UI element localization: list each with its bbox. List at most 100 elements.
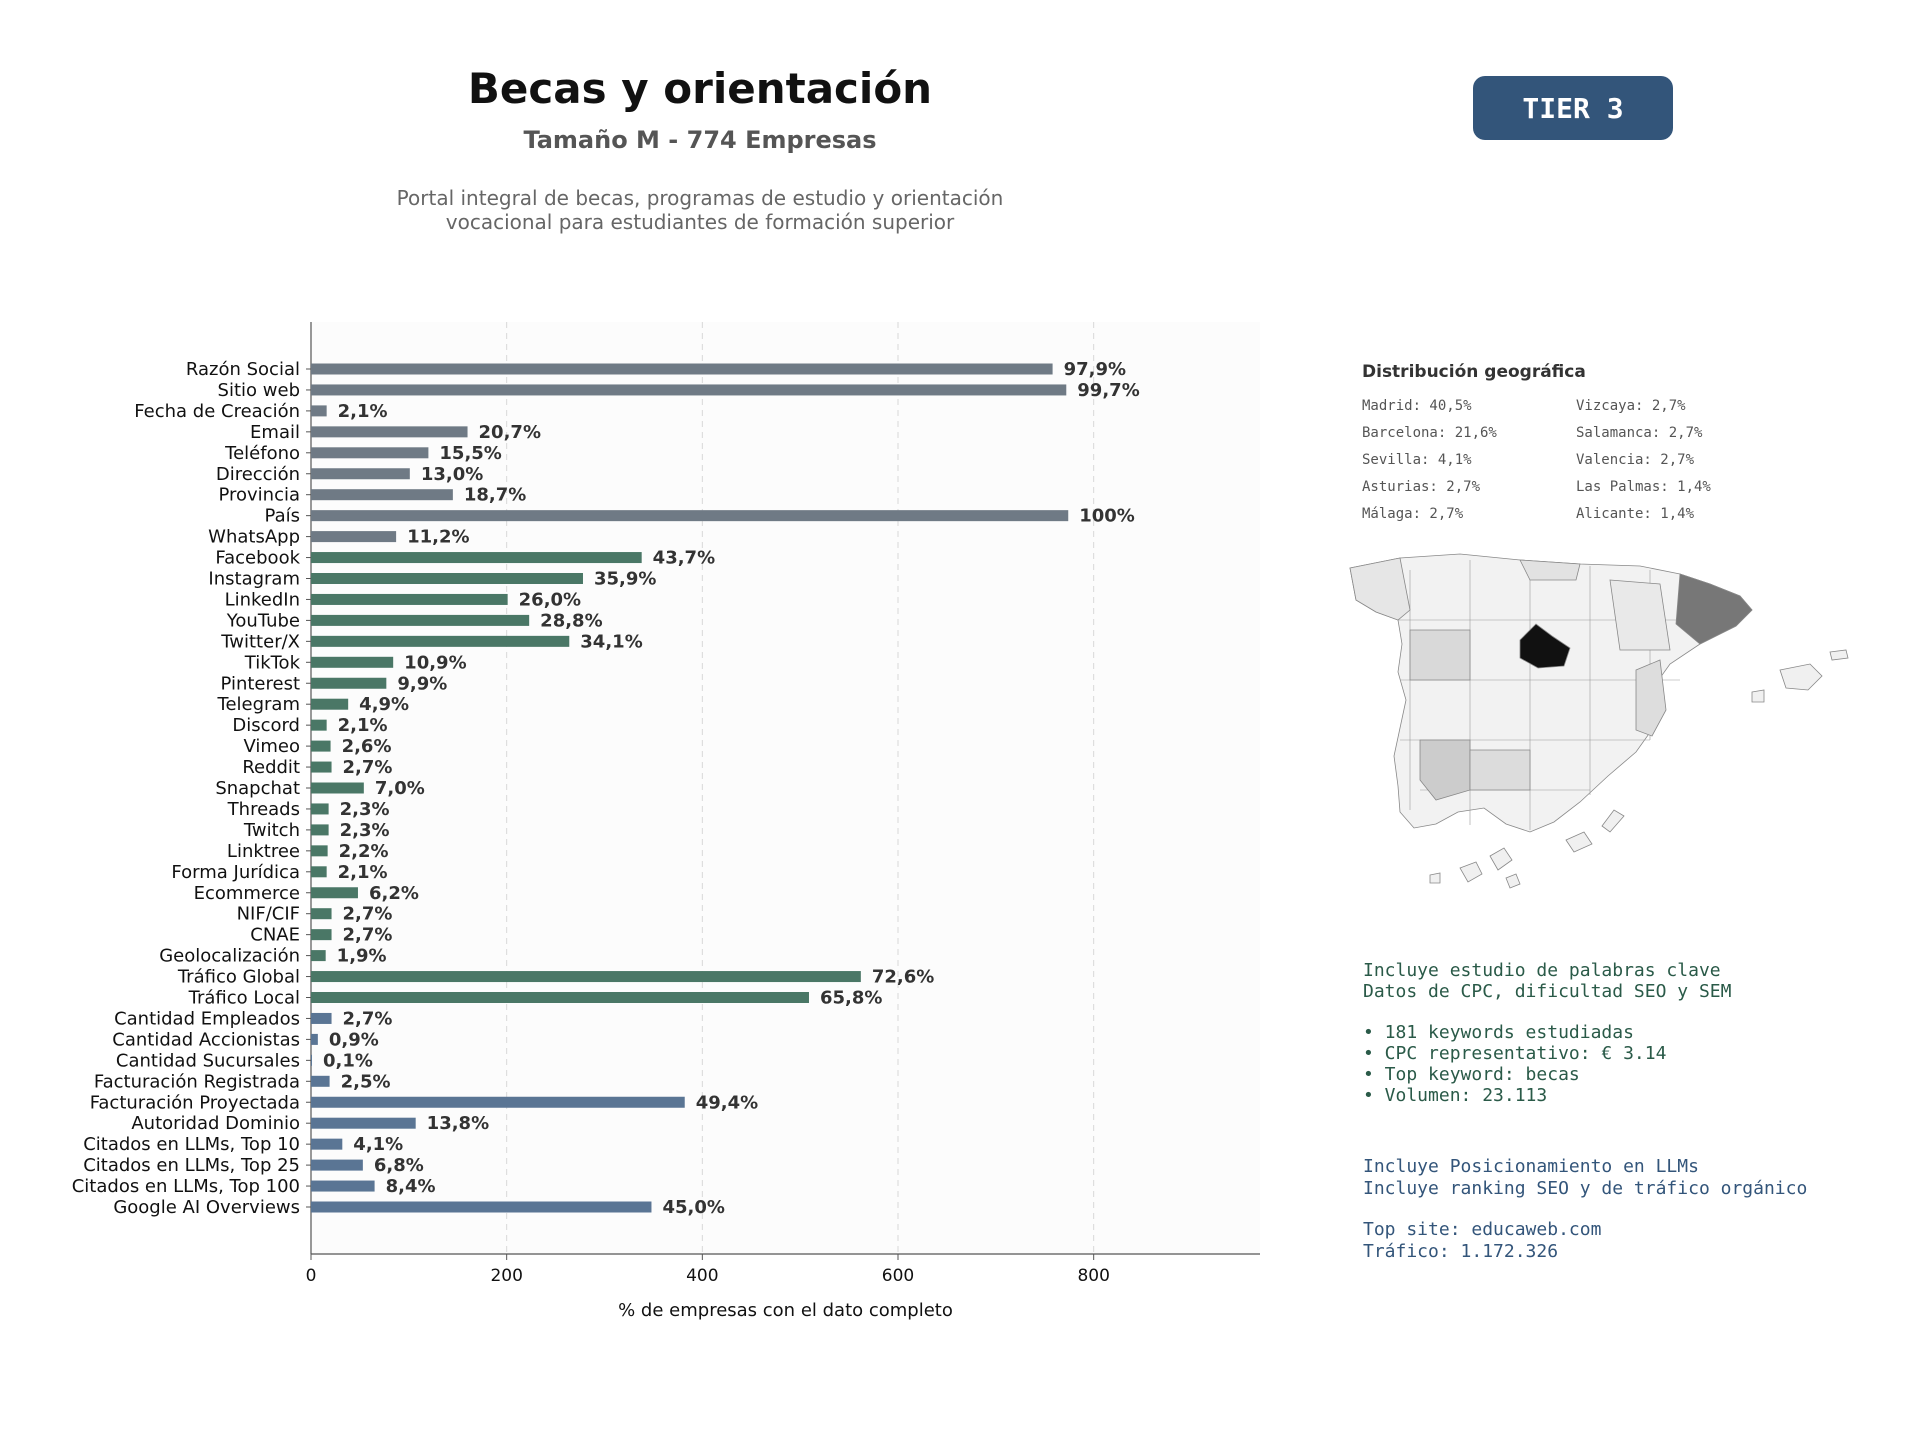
category-label: Autoridad Dominio — [131, 1113, 300, 1134]
value-label: 4,9% — [359, 694, 409, 715]
value-label: 6,2% — [369, 883, 419, 904]
bar — [311, 1054, 312, 1066]
keyword-bullet: • 181 keywords estudiadas — [1363, 1022, 1634, 1043]
bar — [311, 866, 327, 878]
bar — [311, 824, 329, 836]
bar — [311, 971, 861, 983]
keywords-line-1: Incluye estudio de palabras clave — [1363, 960, 1721, 981]
category-label: Instagram — [208, 569, 300, 590]
map-balearic-ibiza — [1751, 689, 1765, 703]
category-label: Google AI Overviews — [113, 1197, 300, 1218]
value-label: 18,7% — [464, 485, 526, 506]
keywords-block: Incluye estudio de palabras clave Datos d… — [1363, 960, 1731, 1106]
map-canary-5 — [1565, 831, 1593, 853]
value-label: 2,7% — [343, 904, 393, 925]
category-label: Ecommerce — [194, 883, 300, 904]
map-balearic-mallorca — [1779, 663, 1823, 691]
bar — [311, 761, 332, 773]
keyword-bullet: • Volumen: 23.113 — [1363, 1085, 1548, 1106]
bar — [311, 593, 508, 605]
map-canary-4 — [1505, 873, 1521, 889]
category-label: Pinterest — [220, 673, 300, 694]
value-label: 10,9% — [404, 652, 466, 673]
page-title: Becas y orientación — [467, 64, 933, 113]
value-label: 35,9% — [594, 569, 656, 590]
value-label: 6,8% — [374, 1155, 424, 1176]
value-label: 97,9% — [1064, 359, 1126, 380]
category-label: LinkedIn — [225, 589, 300, 610]
bar — [311, 677, 387, 689]
category-label: Twitter/X — [220, 631, 300, 652]
category-label: Facturación Registrada — [94, 1071, 300, 1092]
map-region-andalusia-east — [1469, 749, 1531, 791]
value-label: 2,1% — [338, 401, 388, 422]
value-label: 7,0% — [375, 778, 425, 799]
category-label: Discord — [232, 715, 300, 736]
map-region-galicia — [1349, 557, 1411, 621]
bar — [311, 510, 1069, 522]
map-region-aragon — [1609, 579, 1671, 651]
map-region-andalusia — [1419, 739, 1471, 801]
bar — [311, 426, 468, 438]
spain-map — [1349, 553, 1849, 889]
bar — [311, 573, 583, 584]
keyword-bullet: • CPC representativo: € 3.14 — [1363, 1043, 1667, 1064]
value-label: 20,7% — [479, 422, 541, 443]
value-label: 2,3% — [340, 799, 390, 820]
top-site: Top site: educaweb.com — [1363, 1219, 1602, 1240]
x-tick-label: 800 — [1077, 1266, 1109, 1286]
map-balearic-menorca — [1829, 649, 1849, 661]
tier-badge: TIER 3 — [1473, 76, 1673, 140]
category-label: Citados en LLMs, Top 100 — [72, 1176, 300, 1197]
value-label: 15,5% — [439, 443, 501, 464]
category-label: Geolocalización — [159, 946, 300, 967]
value-label: 99,7% — [1077, 380, 1139, 401]
traffic: Tráfico: 1.172.326 — [1363, 1240, 1559, 1262]
value-label: 65,8% — [820, 988, 882, 1009]
value-label: 45,0% — [662, 1197, 724, 1218]
geo-item: Sevilla: 4,1% — [1362, 452, 1472, 468]
value-label: 49,4% — [696, 1092, 758, 1113]
page-description: Portal integral de becas, programas de e… — [0, 186, 1400, 234]
value-label: 0,9% — [329, 1029, 379, 1050]
bar — [311, 845, 328, 857]
category-label: Twitch — [243, 820, 300, 841]
bar — [311, 1180, 375, 1192]
category-label: Teléfono — [224, 443, 300, 464]
bar — [311, 405, 327, 417]
value-label: 2,1% — [338, 715, 388, 736]
category-label: Threads — [227, 799, 300, 820]
category-label: Cantidad Sucursales — [116, 1050, 300, 1071]
llm-block: Incluye Posicionamiento en LLMs Incluye r… — [1363, 1156, 1807, 1262]
bar — [311, 782, 364, 794]
value-label: 1,9% — [337, 946, 387, 967]
value-label: 4,1% — [353, 1134, 403, 1155]
category-label: Reddit — [242, 757, 300, 778]
bar — [311, 992, 809, 1003]
bar — [311, 447, 429, 459]
category-label: WhatsApp — [208, 527, 300, 548]
category-label: Linktree — [227, 841, 300, 862]
category-label: Fecha de Creación — [134, 401, 300, 422]
value-label: 11,2% — [407, 527, 469, 548]
bar — [311, 531, 397, 543]
x-tick-label: 200 — [490, 1266, 522, 1286]
description-line-1: Portal integral de becas, programas de e… — [396, 186, 1004, 210]
category-label: Provincia — [218, 485, 300, 506]
value-label: 13,8% — [427, 1113, 489, 1134]
category-label: Forma Jurídica — [171, 862, 300, 883]
geo-item: Barcelona: 21,6% — [1362, 425, 1497, 441]
bar — [311, 489, 453, 501]
bar — [311, 468, 410, 480]
geo-item: Vizcaya: 2,7% — [1576, 398, 1686, 414]
value-label: 26,0% — [519, 589, 581, 610]
bar — [311, 1075, 330, 1087]
bar — [311, 719, 327, 731]
bar — [311, 803, 329, 815]
category-label: Email — [250, 422, 300, 443]
value-label: 2,1% — [338, 862, 388, 883]
bar — [311, 1138, 343, 1150]
map-canary-6 — [1601, 809, 1625, 833]
category-label: Sitio web — [218, 380, 300, 401]
geo-item: Valencia: 2,7% — [1576, 452, 1695, 468]
